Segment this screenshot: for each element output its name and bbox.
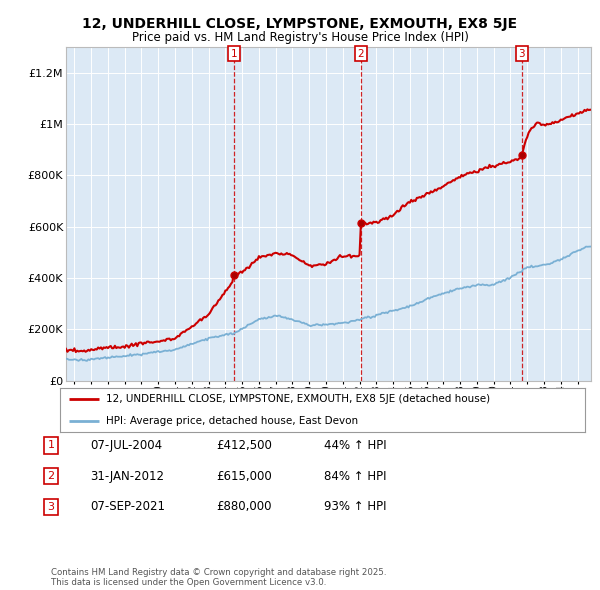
Text: 2: 2	[47, 471, 55, 481]
Text: 07-SEP-2021: 07-SEP-2021	[90, 500, 165, 513]
Text: 3: 3	[47, 502, 55, 512]
Text: 93% ↑ HPI: 93% ↑ HPI	[324, 500, 386, 513]
Text: 12, UNDERHILL CLOSE, LYMPSTONE, EXMOUTH, EX8 5JE: 12, UNDERHILL CLOSE, LYMPSTONE, EXMOUTH,…	[82, 17, 518, 31]
Text: 44% ↑ HPI: 44% ↑ HPI	[324, 439, 386, 452]
Text: HPI: Average price, detached house, East Devon: HPI: Average price, detached house, East…	[106, 416, 358, 426]
Text: 84% ↑ HPI: 84% ↑ HPI	[324, 470, 386, 483]
Text: 3: 3	[518, 49, 525, 59]
Text: £880,000: £880,000	[216, 500, 271, 513]
Text: 2: 2	[358, 49, 364, 59]
Text: Price paid vs. HM Land Registry's House Price Index (HPI): Price paid vs. HM Land Registry's House …	[131, 31, 469, 44]
Text: £615,000: £615,000	[216, 470, 272, 483]
Text: Contains HM Land Registry data © Crown copyright and database right 2025.
This d: Contains HM Land Registry data © Crown c…	[51, 568, 386, 587]
Text: 07-JUL-2004: 07-JUL-2004	[90, 439, 162, 452]
Text: 1: 1	[231, 49, 238, 59]
Text: 12, UNDERHILL CLOSE, LYMPSTONE, EXMOUTH, EX8 5JE (detached house): 12, UNDERHILL CLOSE, LYMPSTONE, EXMOUTH,…	[106, 394, 490, 404]
Text: 31-JAN-2012: 31-JAN-2012	[90, 470, 164, 483]
Text: 1: 1	[47, 441, 55, 450]
Text: £412,500: £412,500	[216, 439, 272, 452]
